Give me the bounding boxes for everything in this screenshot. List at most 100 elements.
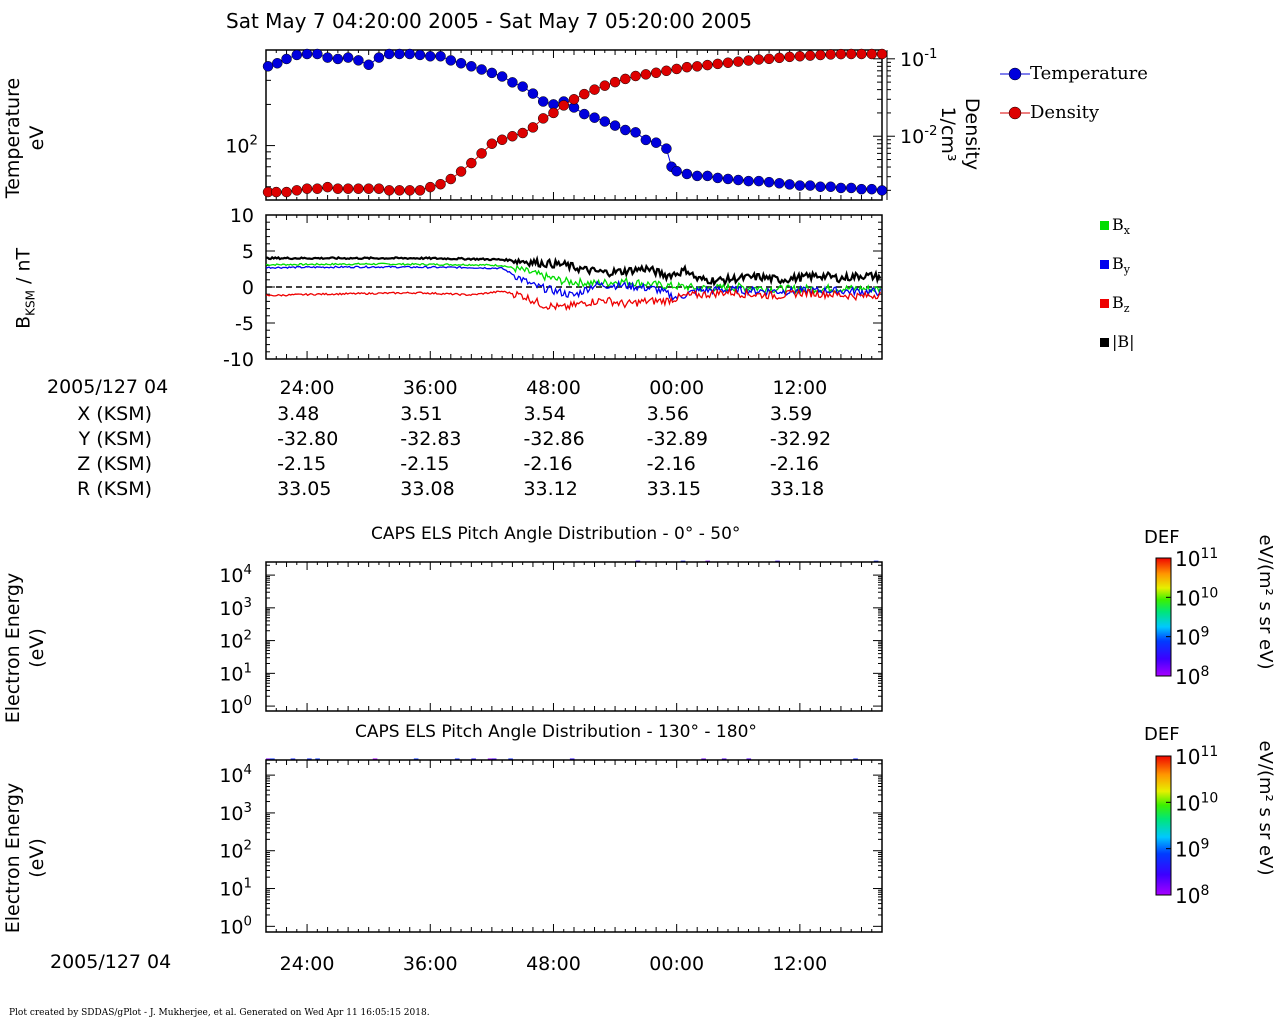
colorbar-cell — [1156, 840, 1171, 842]
density-point — [394, 185, 405, 196]
density-point — [825, 49, 836, 60]
orbit-value: 33.08 — [400, 478, 454, 500]
density-point — [743, 55, 754, 66]
colorbar-2-label: DEF — [1144, 724, 1180, 745]
orbit-value: -32.89 — [647, 428, 708, 450]
temperature-point — [691, 170, 703, 182]
colorbar-cell — [1156, 817, 1171, 819]
colorbar-cell — [1156, 625, 1171, 627]
colorbar-cell — [1156, 761, 1171, 763]
temperature-point — [702, 170, 713, 182]
temperature-point — [620, 124, 631, 136]
colorbar-cell — [1156, 819, 1171, 821]
colorbar-cell — [1156, 660, 1171, 662]
temperature-point — [845, 182, 857, 194]
colorbar-cell — [1156, 879, 1171, 881]
colorbar-cell — [1156, 673, 1171, 675]
colorbar-cell — [1156, 600, 1171, 602]
temperature-point — [272, 58, 283, 69]
temperature-point — [527, 88, 539, 99]
colorbar-tick-label: 1010 — [1175, 790, 1218, 815]
colorbar-cell — [1156, 765, 1171, 767]
b-axis-label: B — [12, 315, 35, 329]
density-point — [794, 50, 806, 62]
colorbar-cell — [1156, 839, 1171, 841]
colorbar-cell — [1156, 606, 1171, 608]
density-point — [671, 63, 682, 75]
colorbar-cell — [1156, 772, 1171, 774]
colorbar-cell — [1156, 828, 1171, 830]
colorbar-cell — [1156, 816, 1171, 818]
colorbar-cell — [1156, 665, 1171, 667]
density-point — [763, 53, 775, 65]
colorbar-cell — [1156, 797, 1171, 799]
colorbar-cell — [1156, 594, 1171, 596]
colorbar-cell — [1156, 795, 1171, 797]
colorbar-cell — [1156, 664, 1171, 666]
density-point — [876, 48, 888, 60]
temperature-point — [640, 134, 652, 146]
bz-swatch-icon — [1100, 299, 1109, 308]
orbit-value: 3.51 — [400, 403, 442, 425]
orbit-value: 33.05 — [277, 478, 331, 500]
colorbar-cell — [1156, 616, 1171, 618]
time-tick-label-bottom: 24:00 — [280, 953, 335, 975]
bx-swatch-icon — [1100, 221, 1109, 230]
orbit-value: -2.16 — [770, 453, 819, 475]
temperature-point — [599, 116, 611, 127]
orbit-value: 3.48 — [277, 403, 319, 425]
colorbar-cell — [1156, 618, 1171, 620]
colorbar-cell — [1156, 672, 1171, 674]
colorbar-cell — [1156, 574, 1171, 576]
density-point — [281, 186, 292, 198]
colorbar-cell — [1156, 644, 1171, 646]
density-point — [640, 69, 652, 80]
colorbar-cell — [1156, 619, 1171, 621]
colorbar-cell — [1156, 798, 1171, 800]
colorbar-cell — [1156, 592, 1171, 594]
colorbar-cell — [1156, 638, 1171, 640]
colorbar-cell — [1156, 890, 1171, 892]
colorbar-cell — [1156, 782, 1171, 784]
bmag-swatch-icon — [1100, 338, 1109, 347]
orbit-value: 33.12 — [523, 478, 577, 500]
colorbar-cell — [1156, 786, 1171, 788]
colorbar-cell — [1156, 799, 1171, 801]
colorbar-cell — [1156, 758, 1171, 760]
colorbar-cell — [1156, 641, 1171, 643]
colorbar-cell — [1156, 888, 1171, 890]
colorbar-cell — [1156, 654, 1171, 656]
density-point — [332, 183, 344, 194]
density-point — [558, 100, 569, 111]
els-tick-label: 103 — [219, 801, 252, 825]
temperature-point — [476, 64, 487, 75]
density-point — [363, 183, 374, 194]
colorbar-cell — [1156, 837, 1171, 839]
colorbar-2-unit: eV/(m² s sr eV) — [1255, 740, 1276, 876]
footer-credit: Plot created by SDDAS/gPlot - J. Mukherj… — [9, 1008, 430, 1018]
colorbar-cell — [1156, 800, 1171, 802]
els-0-50-axis-unit: (eV) — [26, 628, 48, 668]
colorbar-cell — [1156, 583, 1171, 585]
density-point — [496, 134, 508, 146]
els-tick-label: 104 — [219, 563, 252, 587]
colorbar-cell — [1156, 791, 1171, 793]
temperature-point — [312, 48, 323, 60]
density-point — [866, 48, 877, 60]
colorbar-cell — [1156, 891, 1171, 893]
density-point — [548, 107, 559, 119]
colorbar-cell — [1156, 571, 1171, 573]
colorbar-cell — [1156, 563, 1171, 565]
colorbar-cell — [1156, 591, 1171, 593]
colorbar-cell — [1156, 656, 1171, 658]
density-point — [537, 113, 549, 124]
colorbar-cell — [1156, 883, 1171, 885]
time-tick-label-top: 48:00 — [526, 377, 581, 399]
colorbar-cell — [1156, 653, 1171, 655]
density-point — [476, 148, 487, 159]
density-point — [568, 94, 580, 105]
colorbar-cell — [1156, 593, 1171, 595]
colorbar-cell — [1156, 649, 1171, 651]
colorbar-cell — [1156, 620, 1171, 622]
density-point — [425, 181, 436, 193]
